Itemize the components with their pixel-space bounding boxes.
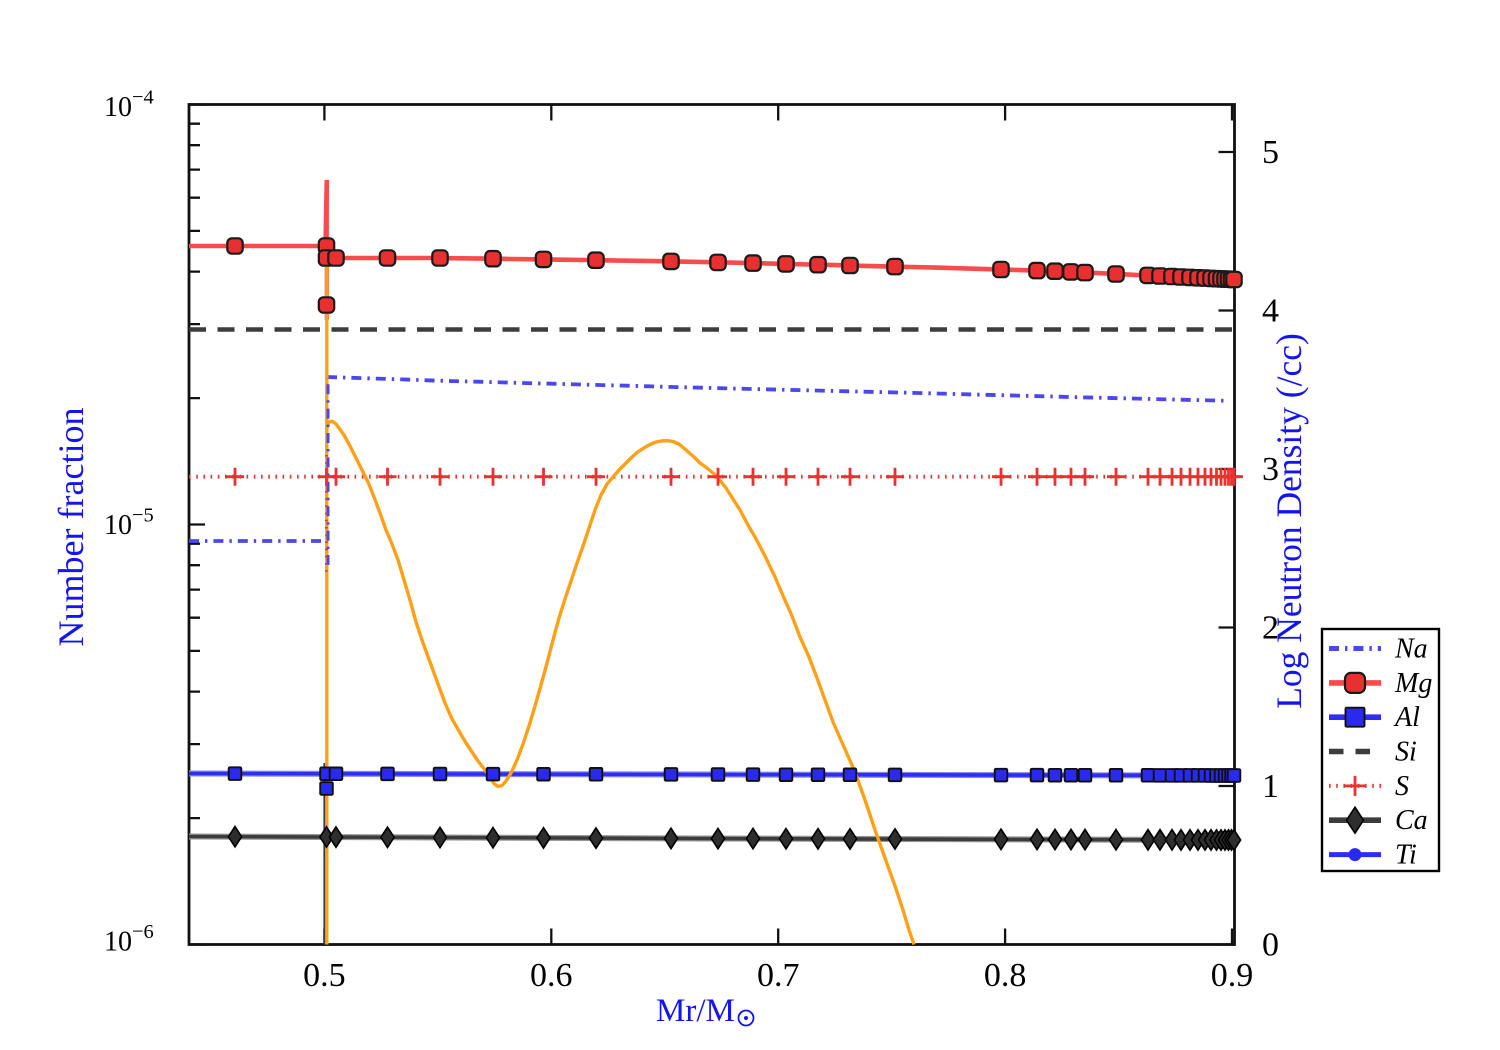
svg-text:3: 3 bbox=[1262, 451, 1279, 488]
svg-text:Ca: Ca bbox=[1395, 805, 1428, 836]
svg-text:0.5: 0.5 bbox=[303, 957, 346, 994]
svg-text:Mg: Mg bbox=[1394, 668, 1432, 699]
svg-text:10: 10 bbox=[104, 92, 132, 123]
svg-text:0.9: 0.9 bbox=[1211, 957, 1254, 994]
svg-text:Mr/M: Mr/M bbox=[656, 993, 735, 1029]
svg-text:5: 5 bbox=[1262, 134, 1279, 171]
svg-text:−4: −4 bbox=[132, 87, 154, 109]
svg-text:Al: Al bbox=[1393, 702, 1420, 733]
svg-text:0.8: 0.8 bbox=[984, 957, 1027, 994]
svg-text:Number fraction: Number fraction bbox=[51, 408, 91, 647]
svg-text:Na: Na bbox=[1394, 634, 1428, 665]
svg-text:0.6: 0.6 bbox=[530, 957, 573, 994]
svg-text:Si: Si bbox=[1395, 737, 1417, 768]
svg-text:0: 0 bbox=[1262, 927, 1279, 964]
svg-text:S: S bbox=[1395, 771, 1409, 802]
svg-text:2: 2 bbox=[1262, 610, 1279, 647]
svg-text:1: 1 bbox=[1262, 768, 1279, 805]
svg-text:−6: −6 bbox=[132, 921, 154, 943]
svg-text:10: 10 bbox=[104, 927, 132, 958]
svg-text:Log Neutron Density (/cc): Log Neutron Density (/cc) bbox=[1269, 333, 1309, 709]
svg-text:Ti: Ti bbox=[1395, 840, 1417, 871]
svg-text:10: 10 bbox=[104, 510, 132, 541]
svg-text:0.7: 0.7 bbox=[757, 957, 800, 994]
svg-text:4: 4 bbox=[1262, 293, 1279, 330]
svg-text:−5: −5 bbox=[132, 505, 154, 527]
